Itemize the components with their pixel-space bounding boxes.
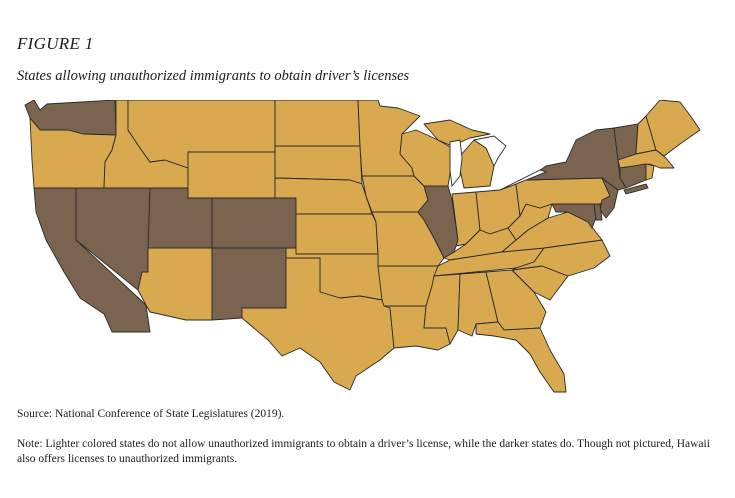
lake-erie [499, 169, 548, 191]
state-connecticut [619, 163, 647, 189]
state-colorado [211, 197, 297, 249]
state-kansas [295, 213, 379, 255]
state-north-dakota [274, 100, 361, 147]
state-new-jersey [599, 177, 619, 219]
figure-label: FIGURE 1 [17, 34, 94, 53]
state-arizona [137, 247, 213, 321]
state-texas [241, 257, 395, 391]
figure-note: Note: Lighter colored states do not allo… [17, 438, 710, 465]
source-note: Source: National Conference of State Leg… [17, 408, 285, 420]
state-iowa [361, 175, 429, 213]
lake-huron [472, 135, 507, 168]
state-north-carolina [511, 239, 611, 277]
state-wyoming [187, 151, 276, 199]
state-delaware [593, 203, 603, 221]
state-michigan-up [423, 119, 491, 147]
state-rhode-island [645, 163, 655, 181]
lake-michigan [449, 139, 463, 188]
figure-title: States allowing unauthorized immigrants … [17, 68, 410, 84]
state-florida [475, 321, 567, 393]
us-map [20, 100, 720, 400]
state-long-island [623, 183, 649, 195]
